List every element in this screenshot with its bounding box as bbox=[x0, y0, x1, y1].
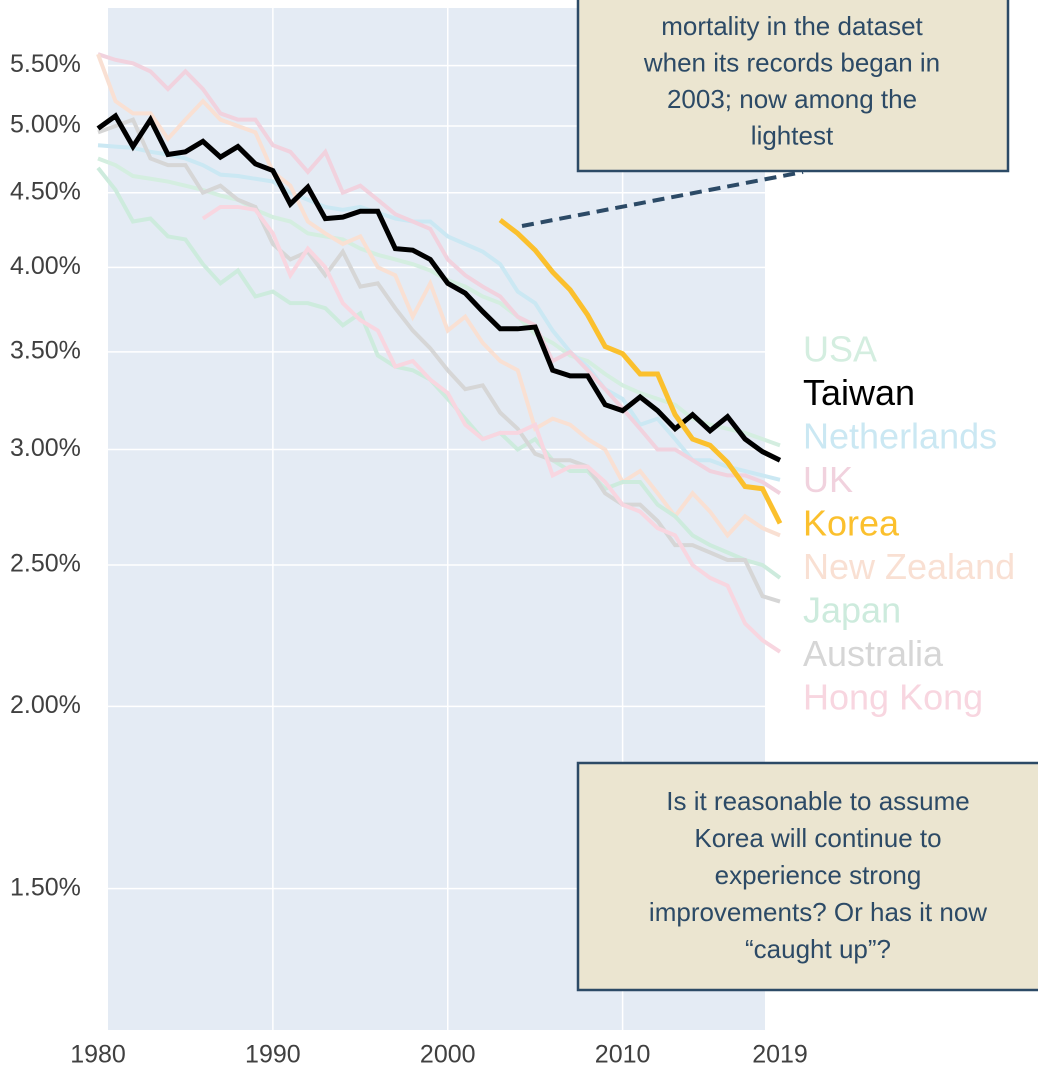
y-tick-label: 2.50% bbox=[10, 550, 81, 578]
series-line bbox=[498, 218, 783, 525]
x-tick-label: 2000 bbox=[420, 1041, 476, 1069]
annotation-text: Korea will continue to bbox=[694, 823, 941, 853]
annotation-text: Is it reasonable to assume bbox=[666, 786, 970, 816]
y-tick-label: 2.00% bbox=[10, 691, 81, 719]
series-line bbox=[201, 204, 782, 654]
x-tick-label: 2010 bbox=[595, 1041, 651, 1069]
annotation-text: improvements? Or has it now bbox=[649, 897, 987, 927]
y-tick-label: 4.50% bbox=[10, 177, 81, 205]
legend-label: New Zealand bbox=[803, 546, 1015, 587]
legend-label: USA bbox=[803, 329, 877, 370]
series-line bbox=[96, 112, 782, 463]
annotation-arrow bbox=[521, 170, 804, 228]
y-tick-label: 5.50% bbox=[10, 50, 81, 78]
y-tick-label: 4.00% bbox=[10, 252, 81, 280]
y-tick-label: 3.00% bbox=[10, 434, 81, 462]
series-line bbox=[96, 53, 781, 539]
legend-label: Netherlands bbox=[803, 416, 997, 457]
annotation-text: mortality in the dataset bbox=[661, 11, 923, 41]
annotation-text: experience strong bbox=[715, 860, 922, 890]
series-line bbox=[97, 52, 782, 495]
legend-label: Hong Kong bbox=[803, 677, 983, 718]
legend-label: Japan bbox=[803, 590, 901, 631]
labels: 1.50% 2.00% 2.50% 3.00% 3.50% 4.00% 4.50% 5.00%… bbox=[10, 50, 1015, 1068]
series-line bbox=[96, 166, 782, 580]
legend-label: Taiwan bbox=[803, 372, 915, 413]
annotation-box bbox=[576, 0, 1010, 173]
legend-label: UK bbox=[803, 459, 853, 500]
y-tick-label: 5.00% bbox=[10, 111, 81, 139]
legend-label: Korea bbox=[803, 503, 900, 544]
annotation-box bbox=[576, 761, 1038, 992]
annotation-text: lightest bbox=[751, 120, 834, 150]
annotation-text: when its records began in bbox=[643, 47, 940, 77]
y-tick-label: 3.50% bbox=[10, 337, 81, 365]
y-tick-label: 1.50% bbox=[10, 873, 81, 901]
series-line bbox=[97, 143, 781, 482]
x-tick-label: 1980 bbox=[70, 1041, 126, 1069]
annotation-text: 2003; now among the bbox=[667, 84, 917, 114]
annotation-text: “caught up”? bbox=[745, 934, 891, 964]
x-tick-label: 2019 bbox=[752, 1041, 808, 1069]
x-tick-label: 1990 bbox=[245, 1041, 301, 1069]
lines bbox=[96, 52, 783, 654]
legend-label: Australia bbox=[803, 633, 944, 674]
